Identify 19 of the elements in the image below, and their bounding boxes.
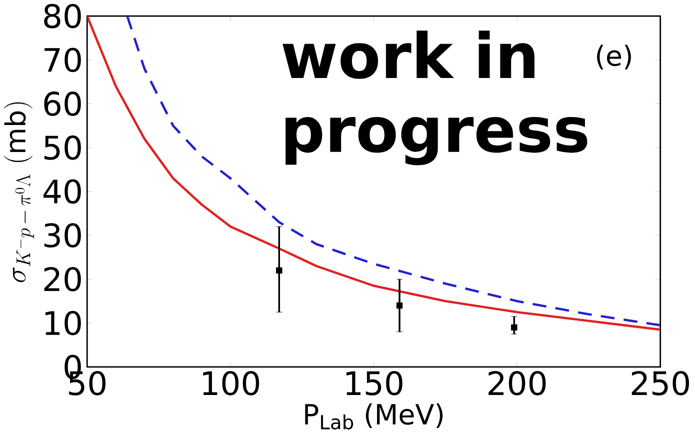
- x-tick-label: 200: [488, 370, 546, 396]
- y-tick-label: 80: [44, 4, 81, 28]
- y-tick-label: 30: [44, 222, 81, 248]
- x-tick-label: 100: [203, 370, 260, 396]
- y-tick-label: 20: [44, 266, 81, 292]
- x-axis-title: P$_{Lab}$ (MeV): [305, 403, 443, 430]
- annotation: (e): [597, 44, 631, 70]
- y-tick-label: 70: [44, 48, 81, 72]
- y-tick-label: 60: [44, 91, 81, 116]
- point: [396, 302, 403, 308]
- y-axis-title: $\sigma_{K^{-}p\,-\,\pi^{0}\Lambda}\ (\mathrm{mb})$: [4, 102, 34, 282]
- y-tick-label: 50: [44, 135, 81, 160]
- y-tick-label: 40: [44, 179, 81, 204]
- y-tick-label: 10: [45, 310, 81, 336]
- x-tick-label: 150: [346, 370, 402, 396]
- point: [511, 324, 518, 330]
- x-tick-label: 250: [632, 370, 689, 396]
- annotation: work in progress: [282, 30, 588, 166]
- point: [276, 267, 282, 274]
